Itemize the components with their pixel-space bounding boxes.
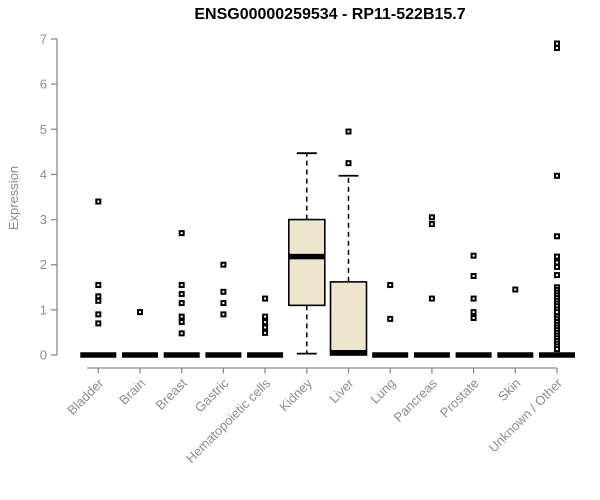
median-line [413, 352, 450, 358]
outlier-point [345, 160, 352, 167]
outlier-point [554, 272, 560, 279]
median-line [122, 352, 158, 358]
outlier-point [387, 282, 394, 289]
outlier-point [95, 282, 102, 289]
outlier-point [470, 252, 477, 259]
outlier-point [554, 263, 560, 270]
outlier-point [262, 313, 269, 320]
median-line [372, 352, 409, 358]
median-line [288, 253, 325, 260]
outlier-point [262, 295, 269, 302]
outlier-point [512, 286, 519, 293]
y-tick-label: 2 [40, 257, 47, 272]
outlier-point [387, 315, 394, 322]
median-line [497, 352, 534, 358]
outlier-point [178, 313, 185, 320]
box [287, 218, 326, 307]
outlier-point [262, 319, 269, 326]
box [329, 281, 368, 356]
outlier-point [95, 293, 102, 300]
y-tick-label: 6 [40, 77, 47, 92]
outlier-point [345, 128, 352, 135]
outlier-point [470, 273, 477, 279]
y-tick-label: 1 [40, 302, 47, 317]
x-tick-label: Brain [116, 376, 148, 408]
outlier-point [178, 300, 185, 307]
chart-title: ENSG00000259534 - RP11-522B15.7 [194, 6, 466, 23]
outlier-point [220, 288, 227, 295]
x-tick-label: Lung [367, 376, 398, 407]
outlier-point [178, 291, 185, 298]
outlier-point [220, 311, 227, 318]
outlier-point [220, 300, 227, 307]
x-tick-label: Liver [326, 375, 357, 406]
outlier-point [428, 221, 435, 228]
outlier-point [95, 311, 102, 318]
outlier-point [428, 295, 435, 302]
median-line [247, 352, 284, 358]
median-line [539, 352, 575, 358]
outlier-point [178, 330, 185, 337]
median-line [205, 352, 242, 358]
x-tick-label: Bladder [64, 375, 107, 418]
y-tick-label: 5 [40, 122, 47, 137]
outlier-point [262, 329, 269, 336]
outlier-point [554, 259, 560, 266]
y-tick-label: 0 [40, 348, 47, 363]
outlier-point [554, 172, 560, 179]
median-line [80, 352, 117, 358]
median-line [163, 352, 200, 358]
outlier-point [95, 198, 102, 205]
y-tick-label: 7 [40, 32, 47, 47]
median-line [330, 349, 367, 356]
x-tick-label: Prostate [437, 376, 482, 421]
outlier-point [554, 233, 560, 240]
x-tick-label: Kidney [276, 375, 315, 414]
outlier-point [137, 309, 143, 316]
outlier-point [554, 40, 560, 47]
outlier-point [178, 319, 185, 326]
outlier-point [554, 309, 560, 316]
x-tick-label: Pancreas [391, 375, 441, 425]
outlier-point [262, 324, 269, 331]
outlier-point [95, 297, 102, 304]
outlier-point [470, 314, 477, 321]
x-tick-label: Gastric [192, 375, 232, 415]
outlier-point [554, 253, 560, 260]
x-tick-label: Unknown / Other [486, 375, 566, 455]
y-tick-label: 4 [40, 167, 47, 182]
x-tick-label: Skin [495, 376, 523, 404]
y-tick-label: 3 [40, 212, 47, 227]
outlier-point [470, 309, 477, 316]
outlier-point [554, 346, 560, 353]
outlier-point [95, 320, 102, 327]
outlier-point [470, 295, 477, 302]
median-line [455, 352, 492, 358]
outlier-point [178, 230, 185, 237]
x-tick-label: Breast [153, 375, 190, 412]
outlier-point [178, 282, 185, 289]
outlier-point [554, 45, 560, 52]
outlier-point [428, 214, 435, 221]
outlier-point [220, 261, 227, 268]
